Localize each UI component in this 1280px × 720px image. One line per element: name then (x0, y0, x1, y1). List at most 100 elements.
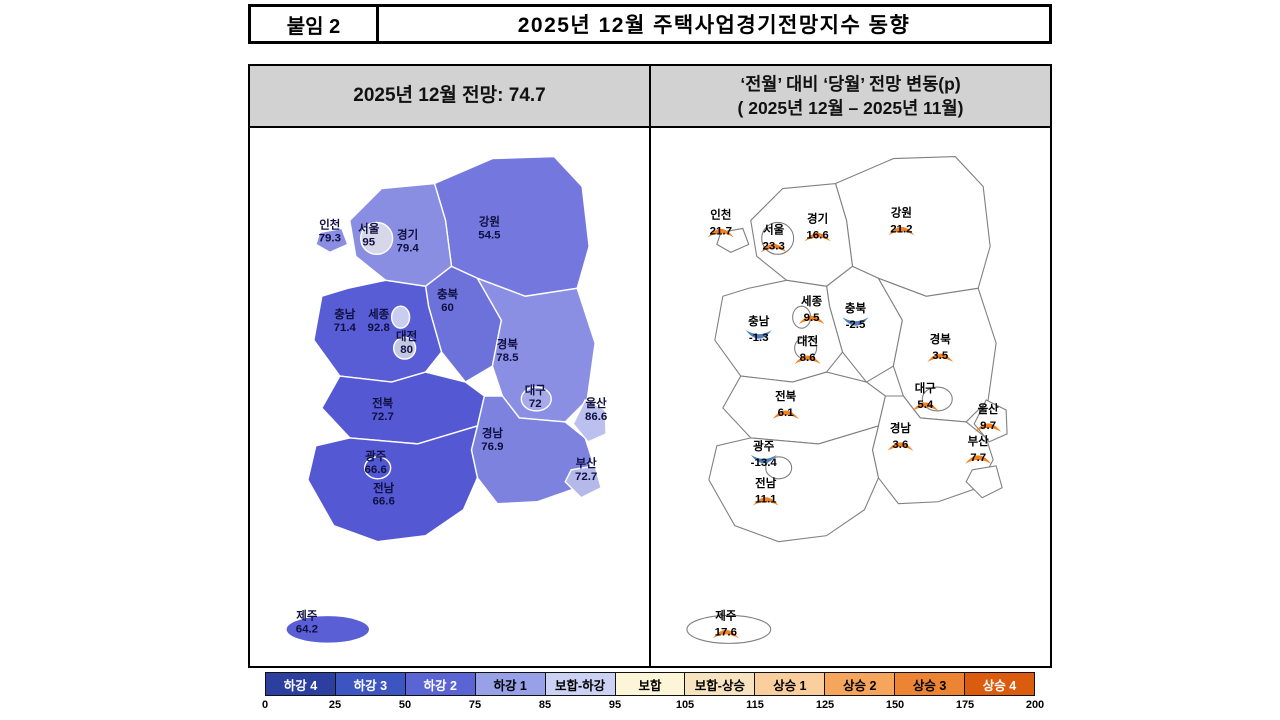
value-seoul: 95 (362, 236, 375, 248)
legend-bin: 상승 2 (825, 672, 896, 696)
value-jeju: 64.2 (296, 623, 318, 635)
label-sejong: 세종 (801, 294, 823, 308)
label-jeju: 제주 (296, 608, 318, 622)
up-arrow-icon (888, 226, 915, 236)
region-ulsan (973, 399, 1008, 443)
up-arrow-icon (760, 243, 787, 253)
label-gwangju: 광주 (753, 440, 775, 453)
label-daegu: 대구 (525, 383, 547, 397)
legend-bin: 보합 (615, 672, 686, 696)
legend-scale-value: 95 (608, 699, 622, 711)
legend-scale-value: 200 (1025, 699, 1045, 711)
change-jeonnam: 11.1 (755, 494, 777, 506)
label-chungnam: 충남 (334, 307, 356, 321)
region-chungnam (714, 279, 844, 383)
subtitle-row: 2025년 12월 전망: 74.7 ‘전월’ 대비 ‘당월’ 전망 변동(p)… (250, 66, 1050, 128)
region-jeju (686, 614, 772, 644)
region-jeonnam (708, 425, 880, 543)
label-daegu: 대구 (915, 381, 937, 395)
legend-bin: 보합-상승 (685, 672, 756, 696)
region-jeonnam (307, 424, 479, 543)
region-busan (965, 465, 1003, 499)
maps-row: 인천 79.3 서울 95 경기 79.4 강원 54.5 충북 60 충남 71.4 세종 92.8 대전… (250, 128, 1050, 666)
down-arrow-icon (745, 330, 772, 339)
value-gwangju: 66.6 (365, 464, 387, 476)
label-daejeon: 대전 (797, 334, 818, 348)
up-arrow-icon (772, 410, 799, 419)
region-busan (564, 465, 602, 499)
legend-bin: 하강 2 (405, 672, 476, 696)
legend-scale-value: 0 (261, 699, 269, 711)
legend-bin: 보합-하강 (545, 672, 616, 696)
label-chungnam: 충남 (748, 314, 770, 328)
left-panel-subtitle: 2025년 12월 전망: 74.7 (250, 66, 651, 126)
label-seoul: 서울 (358, 221, 380, 235)
value-chungnam: 71.4 (334, 322, 357, 334)
label-busan: 부산 (576, 456, 598, 470)
label-gyeongnam: 경남 (890, 421, 912, 435)
up-arrow-icon (912, 402, 939, 411)
legend-scale: 0 25 50 75 85 95 105 115 125 150 175 200 (261, 699, 1044, 713)
down-arrow-icon (842, 317, 869, 326)
up-arrow-icon (794, 355, 821, 365)
region-gwangju (364, 456, 392, 480)
legend-scale-value: 125 (815, 699, 835, 711)
change-busan: 7.7 (970, 452, 986, 464)
label-chungbuk: 충북 (845, 301, 867, 315)
change-daegu: 5.4 (917, 399, 934, 411)
change-gyeonggi: 16.6 (806, 229, 828, 241)
value-incheon: 79.3 (319, 232, 341, 244)
forecast-map-panel: 인천 79.3 서울 95 경기 79.4 강원 54.5 충북 60 충남 71.4 세종 92.8 대전… (250, 128, 651, 666)
change-chungbuk: -2.5 (846, 319, 866, 331)
region-jeju (285, 614, 371, 645)
label-gyeonggi: 경기 (397, 227, 418, 241)
region-daegu (520, 386, 552, 412)
change-gwangju: -13.4 (751, 457, 778, 469)
up-arrow-icon (965, 455, 992, 464)
region-sejong (390, 305, 411, 329)
value-busan: 72.7 (575, 471, 597, 483)
legend-bin: 상승 1 (755, 672, 826, 696)
down-arrow-icon (750, 454, 777, 464)
change-sejong: 9.5 (804, 312, 821, 324)
label-jeonnam: 전남 (755, 476, 777, 490)
page-title: 2025년 12월 주택사업경기전망지수 동향 (517, 14, 911, 37)
up-arrow-icon (887, 442, 914, 451)
label-seoul: 서울 (763, 222, 785, 236)
legend-scale-value: 75 (468, 699, 482, 711)
value-jeonbuk: 72.7 (372, 411, 394, 423)
label-gwangju: 광주 (365, 450, 387, 463)
label-jeonbuk: 전북 (775, 389, 797, 403)
up-arrow-icon (804, 232, 831, 242)
label-ulsan: 울산 (978, 402, 1000, 416)
figure-table: 2025년 12월 전망: 74.7 ‘전월’ 대비 ‘당월’ 전망 변동(p)… (248, 64, 1052, 668)
up-arrow-icon (707, 228, 734, 238)
change-daejeon: 8.6 (800, 352, 816, 364)
value-gyeonggi: 79.4 (396, 242, 419, 254)
up-arrow-icon (752, 497, 779, 506)
legend-scale-value: 150 (885, 699, 905, 711)
change-jeonbuk: 6.1 (778, 407, 795, 419)
change-gyeongbuk: 3.5 (932, 350, 949, 362)
label-jeonnam: 전남 (373, 481, 395, 495)
change-gyeongnam: 3.6 (892, 439, 908, 451)
up-arrow-icon (975, 423, 1002, 432)
change-seoul: 23.3 (763, 240, 785, 252)
region-gwangju (765, 456, 793, 480)
value-gyeongbuk: 78.5 (496, 352, 519, 364)
region-daejeon (392, 336, 417, 360)
change-gangwon: 21.2 (890, 223, 912, 235)
value-jeonnam: 66.6 (373, 496, 395, 508)
label-gyeongbuk: 경북 (930, 332, 952, 346)
legend-scale-value: 25 (328, 699, 342, 711)
change-map: 인천 21.7 서울 23.3 경기 16.6 강원 21.2 충북 -2.5 충남 -1.3 세종 9.… (686, 156, 1008, 644)
change-chungnam: -1.3 (749, 332, 769, 344)
up-arrow-icon (712, 629, 739, 639)
legend-bin: 하강 4 (265, 672, 336, 696)
legend-bin: 하강 3 (335, 672, 406, 696)
label-gyeongbuk: 경북 (497, 337, 519, 351)
label-incheon: 인천 (710, 207, 731, 221)
label-gyeongnam: 경남 (482, 426, 504, 440)
value-sejong: 92.8 (368, 322, 391, 334)
